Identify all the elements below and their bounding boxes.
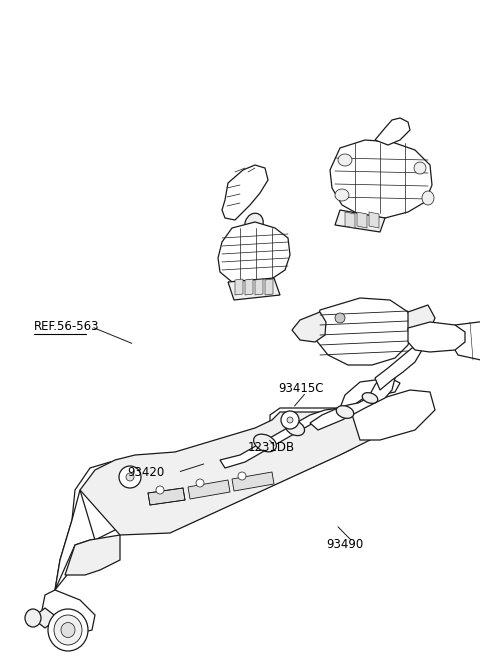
Ellipse shape <box>287 417 293 423</box>
Ellipse shape <box>286 420 304 436</box>
Ellipse shape <box>281 411 299 429</box>
Polygon shape <box>452 320 480 362</box>
Ellipse shape <box>362 393 378 403</box>
Polygon shape <box>148 488 185 505</box>
Ellipse shape <box>25 609 41 627</box>
Polygon shape <box>408 322 465 352</box>
Ellipse shape <box>61 623 75 638</box>
Text: REF.56-563: REF.56-563 <box>34 320 99 333</box>
Polygon shape <box>32 608 58 628</box>
Polygon shape <box>222 165 268 220</box>
Ellipse shape <box>196 479 204 487</box>
Text: 1231DB: 1231DB <box>247 441 294 454</box>
Ellipse shape <box>335 313 345 323</box>
Polygon shape <box>369 212 379 228</box>
Text: 93490: 93490 <box>326 538 364 551</box>
Ellipse shape <box>336 405 354 419</box>
Polygon shape <box>408 305 435 338</box>
Polygon shape <box>357 212 367 228</box>
Polygon shape <box>375 118 410 145</box>
Polygon shape <box>340 378 400 408</box>
Text: 93420: 93420 <box>127 466 165 479</box>
Polygon shape <box>232 472 274 491</box>
Polygon shape <box>265 279 273 295</box>
Polygon shape <box>292 312 326 342</box>
Polygon shape <box>188 480 230 499</box>
Polygon shape <box>228 278 280 300</box>
Polygon shape <box>55 490 95 590</box>
Polygon shape <box>65 535 120 575</box>
Ellipse shape <box>253 434 276 452</box>
Polygon shape <box>375 345 422 390</box>
Polygon shape <box>315 298 412 365</box>
Polygon shape <box>235 279 243 295</box>
Ellipse shape <box>119 466 141 488</box>
Text: 93415C: 93415C <box>278 382 324 395</box>
Polygon shape <box>55 408 385 590</box>
Ellipse shape <box>156 486 164 494</box>
Ellipse shape <box>238 472 246 480</box>
Polygon shape <box>218 222 290 285</box>
Polygon shape <box>330 140 432 218</box>
Polygon shape <box>310 375 395 430</box>
Polygon shape <box>245 279 253 295</box>
Ellipse shape <box>126 473 134 481</box>
Polygon shape <box>350 390 435 440</box>
Ellipse shape <box>54 615 82 645</box>
Ellipse shape <box>414 162 426 174</box>
Polygon shape <box>42 590 95 635</box>
Ellipse shape <box>338 154 352 166</box>
Ellipse shape <box>245 213 263 235</box>
Polygon shape <box>345 212 355 228</box>
Polygon shape <box>220 408 345 468</box>
Polygon shape <box>335 210 385 232</box>
Ellipse shape <box>48 609 88 651</box>
Ellipse shape <box>335 189 349 201</box>
Polygon shape <box>255 279 263 295</box>
Polygon shape <box>80 412 380 535</box>
Ellipse shape <box>422 191 434 205</box>
